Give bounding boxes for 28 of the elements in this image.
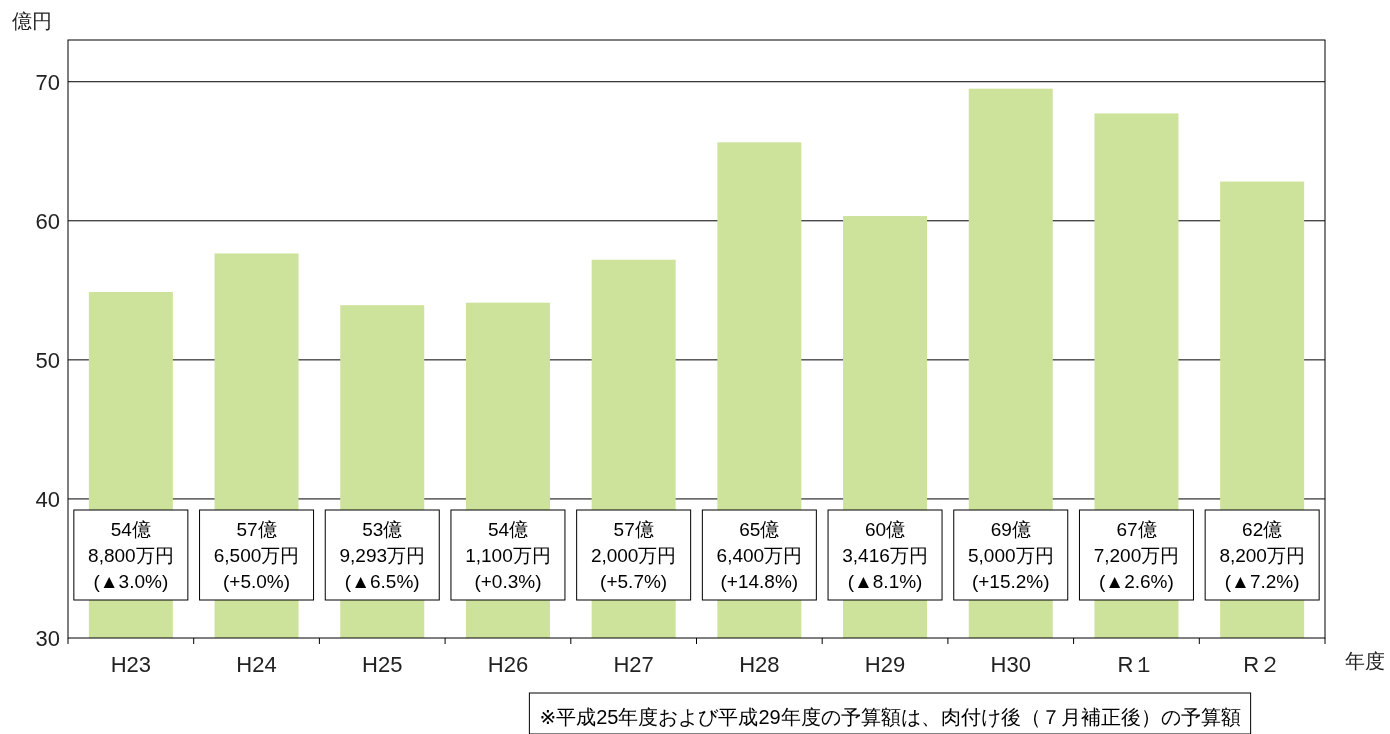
annotation: 60億 3,416万円 (▲8.1%)	[842, 519, 928, 592]
x-tick-label: H24	[236, 652, 277, 677]
x-tick-label: R１	[1117, 652, 1156, 677]
annotation: 65億 6,400万円 (+14.8%)	[716, 519, 803, 592]
annotation: 53億 9,293万円 (▲6.5%)	[339, 519, 426, 592]
y-tick-label: 40	[35, 486, 60, 512]
x-tick-label: H30	[990, 652, 1031, 677]
y-tick-label: 60	[35, 208, 60, 234]
annotation: 69億 5,000万円 (+15.2%)	[967, 519, 1054, 592]
x-tick-label: H28	[739, 652, 780, 677]
text: ※平成25年度および平成29年度の予算額は、肉付け後（７月補正後）の予算額	[539, 706, 1241, 728]
x-tick-label: R２	[1243, 652, 1282, 677]
x-axis-title: 年度	[1345, 650, 1385, 672]
x-tick-label: H29	[864, 652, 906, 677]
y-tick-label: 30	[35, 626, 60, 651]
annotation: 54億 8,800万円 (▲3.0%)	[88, 519, 174, 592]
y-tick-label: 70	[35, 69, 60, 95]
y-tick-label: 50	[35, 347, 60, 373]
x-tick-label: H23	[110, 652, 152, 677]
x-tick-label: H25	[362, 652, 403, 677]
annotation: 54億 1,100万円 (+0.3%)	[465, 519, 551, 592]
y-axis-title: 億円	[12, 10, 52, 32]
x-tick-label: H27	[613, 652, 654, 677]
annotation: 67億 7,200万円 (▲2.6%)	[1093, 519, 1180, 592]
x-tick-label: H26	[487, 652, 529, 677]
annotation: 57億 2,000万円 (+5.7%)	[590, 519, 677, 592]
annotation: 57億 6,500万円 (+5.0%)	[213, 519, 300, 592]
annotation: 62億 8,200万円 (▲7.2%)	[1219, 519, 1305, 592]
